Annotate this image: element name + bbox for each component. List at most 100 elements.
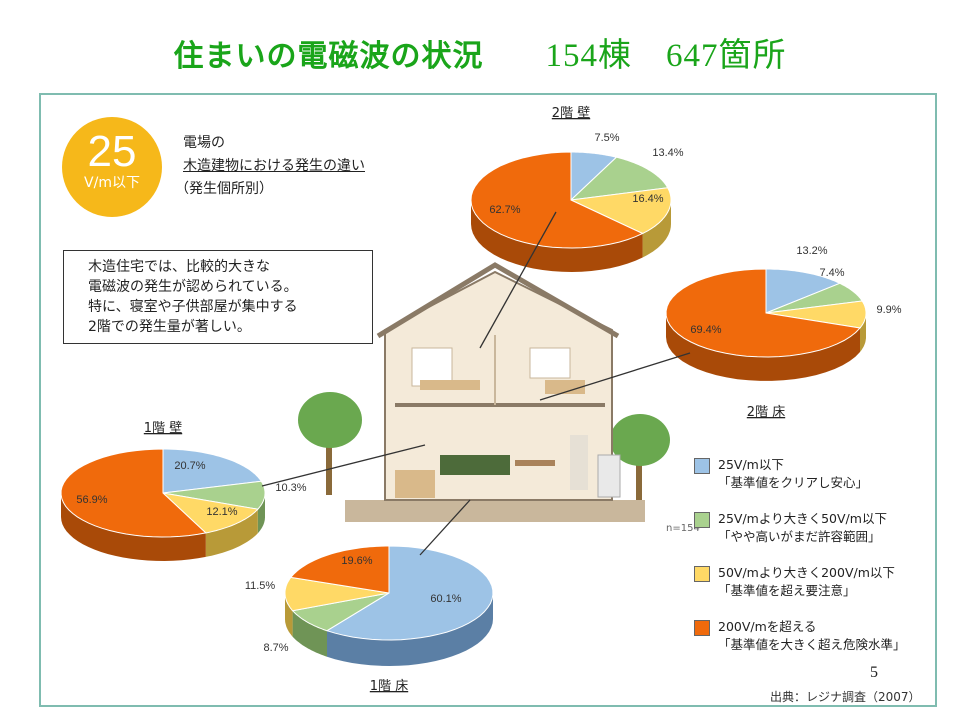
house-bed — [545, 380, 585, 394]
pie-data-label: 62.7% — [489, 204, 520, 216]
note-line: 特に、寝室や子供部屋が集中する — [88, 299, 298, 315]
pie-slice — [765, 300, 867, 329]
legend-label: 200V/mを超える — [718, 619, 817, 634]
pie-chart — [284, 545, 494, 666]
pie-data-label: 69.4% — [690, 324, 721, 336]
pie-slice — [569, 187, 672, 235]
leader-line — [539, 352, 691, 401]
pie-slice — [765, 268, 842, 314]
pie-data-label: 60.1% — [430, 593, 461, 605]
house-sofa — [440, 455, 510, 475]
legend-swatch — [694, 458, 710, 474]
legend-label: 50V/mより大きく200V/m以下 — [718, 565, 895, 580]
tree-right — [610, 414, 670, 466]
pie-slice — [162, 448, 263, 494]
pie-data-label: 7.4% — [819, 267, 844, 279]
house-window — [411, 347, 453, 387]
heading-line2: 木造建物における発生の違い — [183, 158, 365, 174]
sample-size-label: n=154 — [666, 523, 700, 534]
pie-data-label: 19.6% — [341, 555, 372, 567]
tree-trunk-left — [326, 440, 332, 495]
pie-charts — [60, 151, 867, 666]
pie-title: 1階 床 — [370, 679, 408, 694]
pie-data-label: 9.9% — [876, 304, 901, 316]
note-line: 木造住宅では、比較的大きな — [88, 259, 270, 275]
legend-description: 「基準値をクリアし安心」 — [718, 475, 869, 490]
pie-slice-side — [327, 593, 493, 666]
pie-chart — [470, 151, 672, 272]
pie-slice — [284, 576, 390, 612]
pie-slice — [60, 448, 207, 538]
pie-data-label: 16.4% — [632, 193, 663, 205]
leader-lines — [261, 211, 691, 556]
pie-data-label: 56.9% — [76, 494, 107, 506]
house-roof — [376, 262, 620, 339]
threshold-unit: V/m以下 — [84, 175, 140, 191]
pie-slice — [765, 282, 864, 314]
tree-trunk-right — [636, 455, 642, 500]
house-outdoor-unit — [597, 454, 621, 498]
house-body — [384, 270, 613, 501]
tree-left — [298, 392, 362, 448]
pie-slice-side — [860, 313, 866, 352]
pie-slice — [291, 592, 390, 632]
pie-data-label: 20.7% — [174, 460, 205, 472]
pie-data-label: 7.5% — [594, 132, 619, 144]
pie-slice — [289, 545, 390, 594]
heading-line1: 電場の — [183, 135, 225, 151]
pie-title: 1階 壁 — [144, 421, 182, 436]
leader-line — [479, 211, 557, 349]
legend-label: 25V/mより大きく50V/m以下 — [718, 511, 887, 526]
house-foundation — [345, 500, 645, 522]
slide-title-count: 154棟 647箇所 — [545, 38, 787, 74]
pie-slice — [665, 268, 862, 358]
legend-swatch — [694, 512, 710, 528]
legend-label: 25V/m以下 — [718, 457, 784, 472]
pie-data-label: 11.5% — [245, 580, 276, 592]
pie-chart — [665, 268, 867, 381]
house-table — [515, 460, 555, 466]
pie-slice — [570, 151, 618, 202]
house-shelf — [420, 380, 480, 390]
page-number: 5 — [870, 664, 878, 681]
pie-slice-side — [292, 610, 327, 657]
leader-line — [261, 444, 426, 487]
note-line: 2階での発生量が著しい。 — [88, 319, 251, 335]
pie-slice — [325, 545, 494, 641]
pie-data-label: 12.1% — [206, 506, 237, 518]
threshold-badge: 25 V/m以下 — [62, 117, 162, 217]
pie-slice-side — [471, 200, 643, 272]
pie-slice-side — [285, 593, 293, 637]
figure-frame — [39, 93, 937, 707]
legend-description: 「基準値を超え要注意」 — [718, 583, 856, 598]
leader-line — [419, 499, 471, 556]
slide-title: 住まいの電磁波の状況 154棟 647箇所 — [0, 28, 960, 76]
note-line: 電磁波の発生が認められている。 — [88, 279, 298, 295]
pie-slice-side — [257, 493, 265, 534]
house-stairs — [395, 470, 435, 498]
pie-data-label: 8.7% — [263, 642, 288, 654]
pie-slice-side — [61, 493, 206, 561]
pie-labels: 2階 壁 7.5% 13.4% 16.4% 62.7% 2階 床 13.2% 7.4% 9.9%… — [76, 106, 901, 694]
pie-title: 2階 壁 — [552, 106, 590, 121]
legend-swatch — [694, 620, 710, 636]
pie-data-label: 10.3% — [275, 482, 306, 494]
house-illustration — [298, 262, 670, 522]
pie-slice-side — [642, 200, 671, 258]
legend-swatch — [694, 566, 710, 582]
pie-title: 2階 床 — [747, 405, 785, 420]
pie-slice-side — [666, 313, 860, 381]
slide-title-main: 住まいの電磁波の状況 — [173, 39, 484, 74]
threshold-value: 25 — [87, 127, 137, 176]
pie-slice — [569, 156, 669, 201]
pie-data-label: 13.4% — [652, 147, 683, 159]
pie-data-label: 13.2% — [796, 245, 827, 257]
heading-line3: （発生個所別） — [175, 181, 273, 197]
source-citation: 出典：レジナ調査（2007） — [770, 690, 921, 704]
legend-description: 「基準値を大きく超え危険水準」 — [718, 637, 906, 652]
pie-slice-side — [205, 509, 258, 557]
house-window — [529, 347, 571, 379]
pie-slice — [470, 151, 644, 249]
pie-slice — [161, 492, 259, 534]
